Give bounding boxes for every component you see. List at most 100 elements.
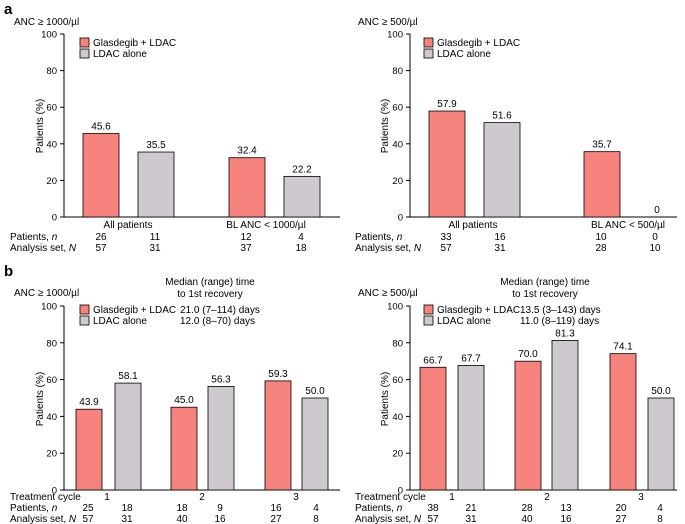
y-tick-label: 60 [392, 103, 403, 114]
bar-ldac-alone [301, 397, 329, 491]
data-label: 50.0 [305, 386, 325, 397]
table-cell: 38 [427, 503, 439, 514]
bar-glasdegib-ldac [428, 110, 466, 218]
legend: Glasdegib + LDAC 13.5 (3–143) days LDAC … [423, 304, 601, 327]
data-label: 51.6 [492, 111, 512, 122]
y-axis-label: Patients (%) [35, 372, 46, 426]
median-ldac: 12.0 (8–70) days [180, 316, 255, 327]
bar-ldac-alone [114, 382, 142, 491]
row-label-patients: Patients, n [10, 232, 58, 243]
data-label: 57.9 [437, 99, 457, 110]
row-label-analysis-set: Analysis set, N [355, 243, 422, 254]
legend-label-ldac: LDAC alone [93, 49, 147, 60]
table-cell: 31 [494, 243, 506, 254]
table-cell: 40 [521, 514, 533, 524]
chart-b-left-heading: ANC ≥ 1000/µl [14, 288, 79, 299]
table-cell: 27 [270, 514, 282, 524]
table-cell: 57 [440, 243, 452, 254]
y-tick-label: 100 [41, 302, 57, 313]
y-tick-label: 0 [398, 213, 403, 224]
category-label: BL ANC < 500/µl [591, 220, 665, 231]
legend-label-glasdegib: Glasdegib + LDAC [93, 38, 176, 49]
median-ldac: 11.0 (8–119) days [520, 316, 599, 327]
y-axis-label: Patients (%) [380, 99, 391, 153]
bar-glasdegib-ldac [170, 406, 198, 491]
panel-letter-b: b [4, 263, 13, 280]
panel-letter-a: a [4, 1, 13, 18]
legend-label-ldac: LDAC alone [437, 49, 491, 60]
table-cell: 33 [440, 232, 452, 243]
legend-label-glasdegib: Glasdegib + LDAC [93, 305, 176, 316]
bar-glasdegib-ldac [419, 366, 447, 491]
data-label: 50.0 [651, 386, 671, 397]
legend-label-glasdegib: Glasdegib + LDAC [437, 305, 520, 316]
table-cell: 10 [649, 243, 661, 254]
table-cell: 18 [121, 503, 133, 514]
y-tick-label: 60 [46, 375, 57, 386]
data-label: 56.3 [211, 374, 231, 385]
data-label: 22.2 [292, 164, 312, 175]
legend-label-ldac: LDAC alone [93, 316, 147, 327]
table-cell: 16 [214, 514, 226, 524]
y-axis-label: Patients (%) [380, 372, 391, 426]
bar-ldac-alone [551, 340, 579, 491]
y-tick-label: 20 [392, 449, 403, 460]
bar-ldac-alone [647, 397, 675, 491]
table-cell: 4 [657, 503, 663, 514]
legend-label-ldac: LDAC alone [437, 316, 491, 327]
data-label: 59.3 [268, 369, 288, 380]
data-label: 45.6 [91, 122, 111, 133]
y-tick-label: 20 [392, 176, 403, 187]
bar-glasdegib-ldac [228, 157, 266, 218]
table-cell: 18 [295, 243, 307, 254]
table-cell: 57 [95, 243, 107, 254]
bar-ldac-alone [137, 151, 175, 218]
data-label: 58.1 [118, 371, 138, 382]
table-cell: 40 [176, 514, 188, 524]
bar-ldac-alone [207, 386, 235, 491]
cycle-label: 2 [544, 492, 550, 503]
y-tick-label: 80 [46, 338, 57, 349]
median-title-line2: to 1st recovery [177, 289, 243, 300]
y-tick-label: 60 [392, 375, 403, 386]
bar-ldac-alone [483, 122, 521, 218]
cycle-label: 3 [293, 492, 299, 503]
bar-glasdegib-ldac [75, 408, 103, 491]
row-label-analysis-set: Analysis set, N [355, 514, 422, 524]
data-label: 67.7 [461, 353, 481, 364]
chart-a-left-heading: ANC ≥ 1000/µl [14, 17, 79, 28]
data-label: 74.1 [613, 342, 633, 353]
legend-swatch-ldac [79, 48, 90, 59]
y-tick-label: 40 [46, 412, 57, 423]
bar-glasdegib-ldac [583, 151, 621, 218]
legend-swatch-ldac [423, 315, 434, 326]
bars: 66.7 70.0 74.1 67.7 81.3 50.0 [419, 328, 675, 491]
data-label: 43.9 [79, 397, 99, 408]
median-glasdegib: 13.5 (3–143) days [520, 305, 601, 316]
median-title-line1: Median (range) time [165, 277, 255, 288]
y-tick-label: 20 [46, 449, 57, 460]
y-tick-label: 40 [392, 139, 403, 150]
y-tick-label: 80 [392, 338, 403, 349]
table-cell: 10 [595, 232, 607, 243]
table-cell: 8 [313, 514, 319, 524]
y-tick-label: 40 [392, 412, 403, 423]
table-cell: 9 [217, 503, 223, 514]
cycle-label: 2 [199, 492, 205, 503]
table-cell: 11 [150, 232, 161, 243]
table-cell: 12 [240, 232, 252, 243]
bar-ldac-alone [457, 365, 485, 491]
row-label-treatment-cycle: Treatment cycle [355, 492, 426, 503]
table-cell: 37 [240, 243, 252, 254]
y-tick-label: 80 [392, 66, 403, 77]
legend: Glasdegib + LDAC LDAC alone [423, 37, 520, 60]
data-label: 81.3 [555, 328, 575, 339]
y-tick-label: 80 [46, 66, 57, 77]
y-ticks: 0 20 40 60 80 100 [41, 30, 64, 224]
table-cell: 25 [82, 503, 94, 514]
bar-ldac-alone [283, 175, 321, 218]
category-label: BL ANC < 1000/µl [226, 220, 306, 231]
data-label: 35.7 [592, 140, 612, 151]
cycle-label: 1 [449, 492, 455, 503]
data-label: 0 [654, 205, 660, 216]
